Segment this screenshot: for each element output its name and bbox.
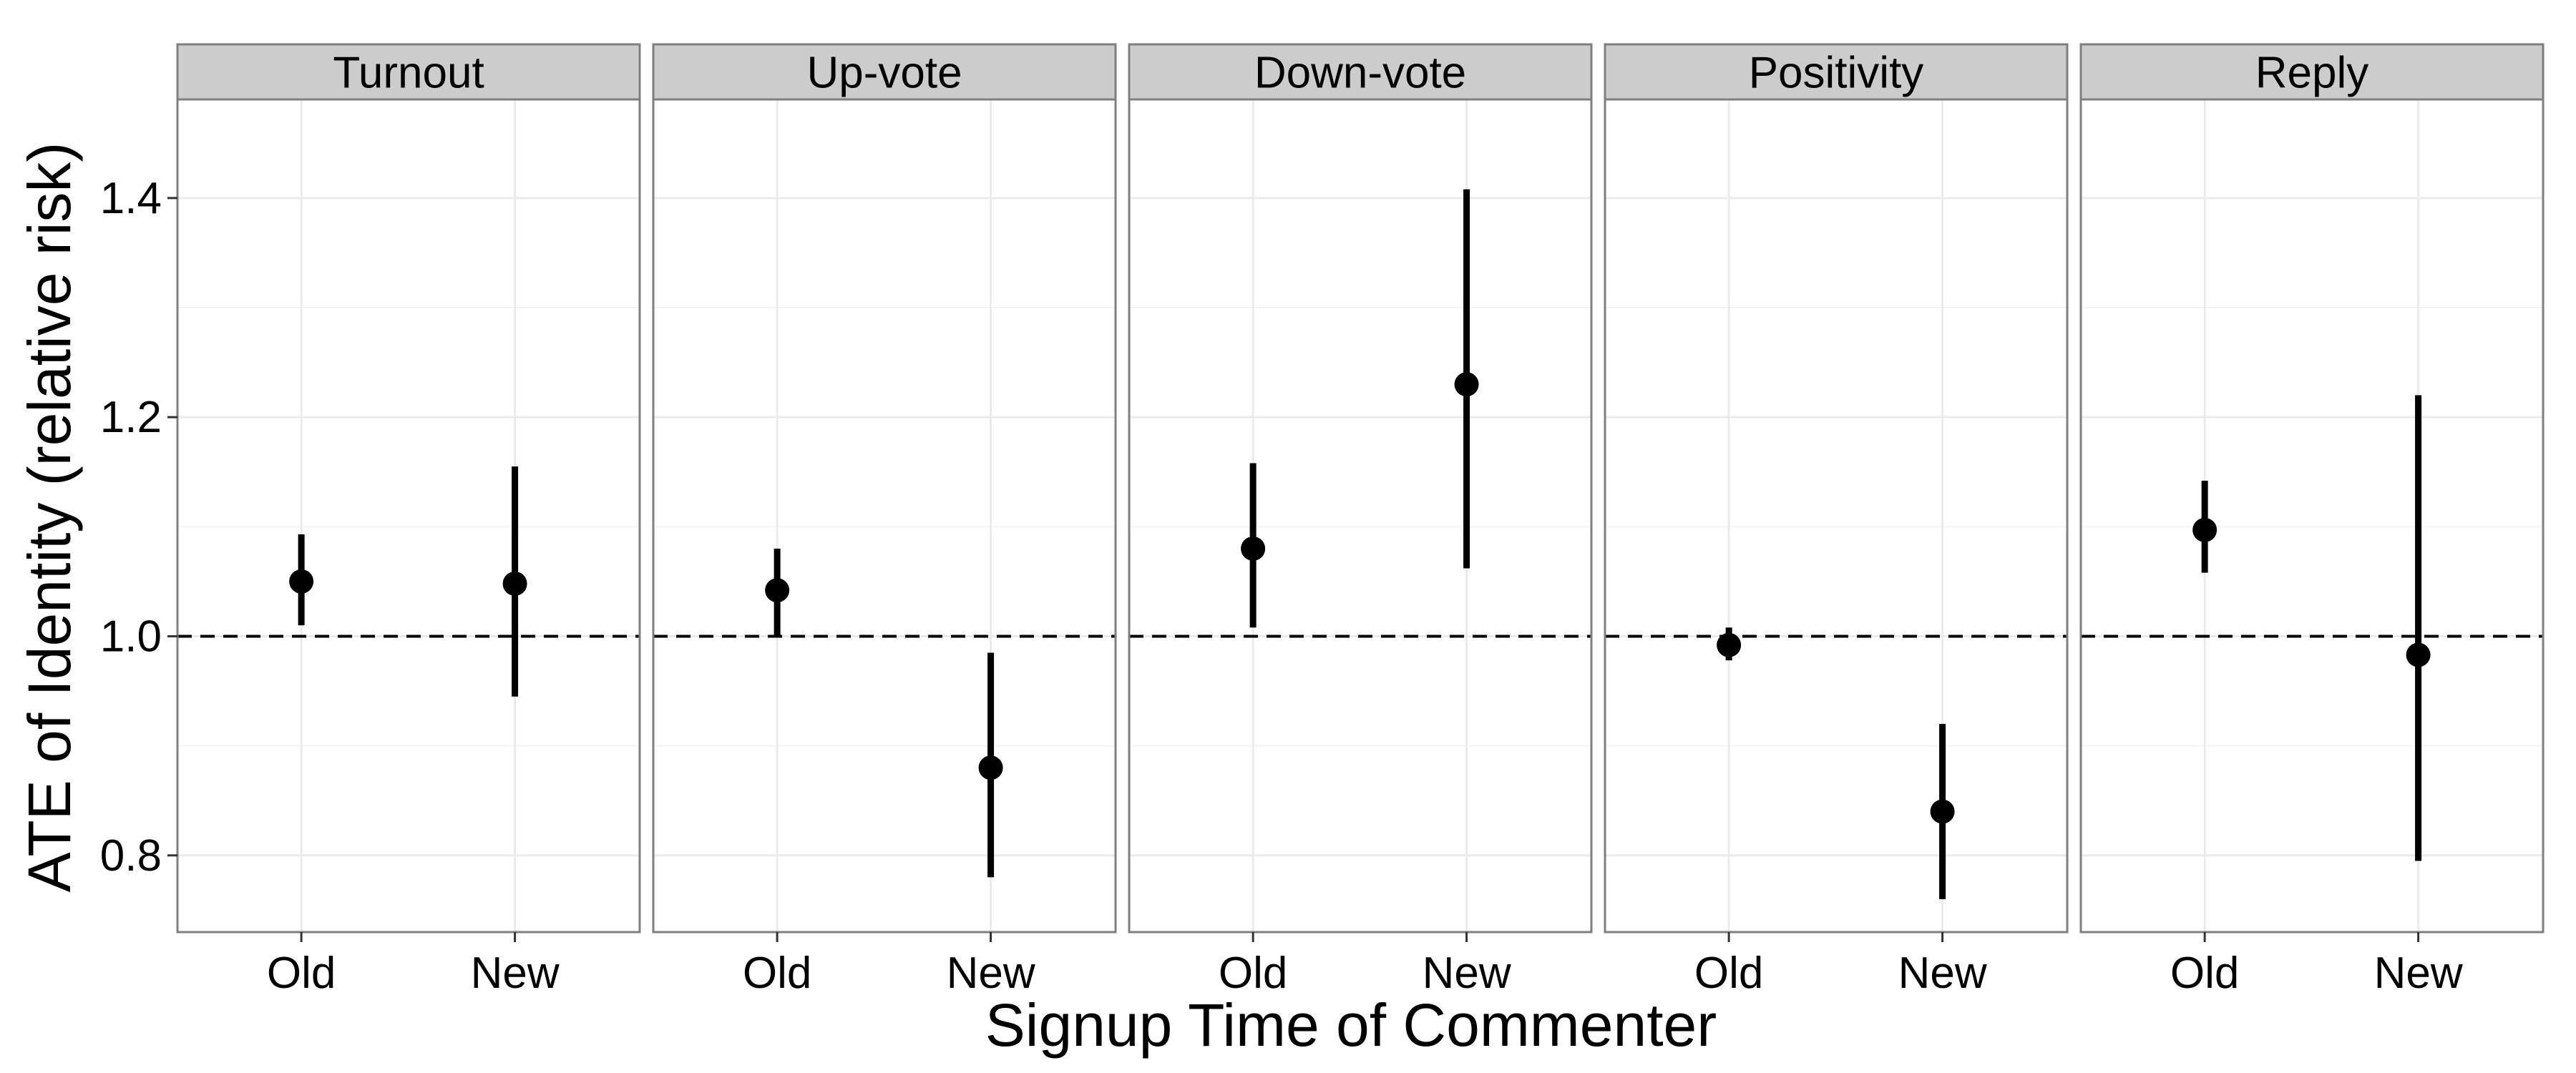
- panel-reply: Reply Old New: [2079, 43, 2545, 998]
- y-axis: 0.8 1.0 1.2 1.4: [100, 174, 177, 881]
- panel-strip: [1128, 43, 1593, 101]
- y-tick-label: 0.8: [100, 831, 162, 881]
- x-axis-title: Signup Time of Commenter: [985, 991, 1717, 1059]
- x-tick-label: New: [1423, 949, 1511, 998]
- x-tick-label: New: [1898, 949, 1987, 998]
- x-tick-label: Old: [2170, 949, 2239, 998]
- panel-title: Up-vote: [806, 49, 962, 98]
- panel-up-vote: Up-vote Old New: [652, 43, 1117, 998]
- panel-background: [177, 99, 640, 932]
- panel-strip: [1604, 43, 2069, 101]
- y-tick-label: 1.0: [100, 612, 162, 661]
- panels-layer: Turnout Old New Up-vote Old New Down-vote Old Ne…: [176, 43, 2545, 998]
- data-point: [1717, 632, 1742, 657]
- data-point: [2192, 517, 2218, 542]
- data-point: [289, 569, 314, 594]
- x-tick-label: Old: [267, 949, 336, 998]
- x-tick-label: New: [947, 949, 1035, 998]
- x-tick-label: New: [2374, 949, 2463, 998]
- panel-background: [1605, 99, 2067, 932]
- panel-strip: [176, 43, 641, 101]
- panel-strip: [652, 43, 1117, 101]
- y-tick-label: 1.2: [100, 393, 162, 442]
- panel-title: Turnout: [333, 49, 484, 98]
- panel-title: Positivity: [1749, 49, 1924, 98]
- panel-title: Down-vote: [1254, 49, 1466, 98]
- y-axis-title: ATE of Identity (relative risk): [16, 142, 83, 893]
- data-point: [1930, 799, 1955, 824]
- data-point: [2406, 642, 2431, 667]
- x-tick-label: New: [471, 949, 560, 998]
- data-point: [765, 578, 790, 603]
- panel-background: [1129, 99, 1591, 932]
- panel-strip: [2079, 43, 2545, 101]
- panel-positivity: Positivity Old New: [1604, 43, 2069, 998]
- panel-title: Reply: [2255, 49, 2369, 98]
- panel-background: [2081, 99, 2543, 932]
- data-point: [978, 755, 1003, 780]
- y-tick-label: 1.4: [100, 174, 162, 223]
- data-point: [502, 571, 527, 596]
- panel-background: [653, 99, 1116, 932]
- x-tick-label: Old: [743, 949, 811, 998]
- x-tick-label: Old: [1694, 949, 1763, 998]
- x-tick-label: Old: [1219, 949, 1287, 998]
- panel-down-vote: Down-vote Old New: [1128, 43, 1593, 998]
- panel-turnout: Turnout Old New: [176, 43, 641, 998]
- data-point: [1241, 536, 1266, 561]
- data-point: [1454, 372, 1479, 397]
